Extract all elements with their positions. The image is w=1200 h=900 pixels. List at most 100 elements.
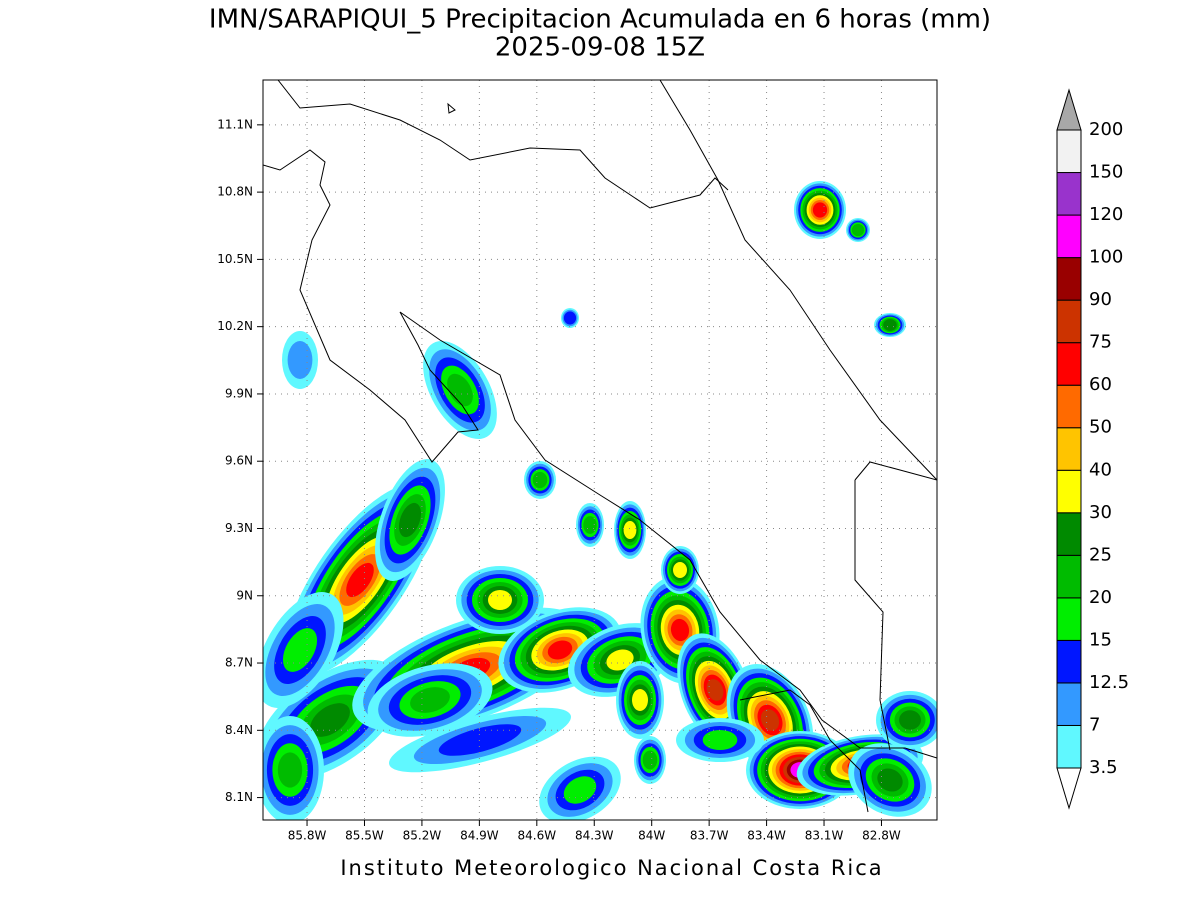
x-tick-label: 84W — [638, 829, 665, 843]
colorbar-label: 15 — [1089, 629, 1112, 650]
rain-contour — [287, 341, 313, 379]
rain-contour — [438, 724, 522, 756]
colorbar-box — [1056, 554, 1082, 599]
coastline — [263, 149, 937, 759]
colorbar-box — [1056, 469, 1082, 514]
y-tick-label: 10.5N — [217, 252, 253, 266]
rain-contour — [547, 640, 573, 660]
colorbar-box — [1056, 639, 1082, 684]
rain-contour — [623, 521, 637, 539]
rain-contour — [760, 709, 780, 731]
rain-contour — [410, 687, 450, 713]
colorbar-box — [1056, 597, 1082, 641]
rain-contour — [563, 776, 597, 804]
colorbar-label: 200 — [1089, 119, 1123, 140]
rain-contour — [877, 768, 903, 792]
colorbar-box — [1056, 384, 1082, 429]
y-tick-label: 8.7N — [225, 656, 253, 670]
colorbar-label: 12.5 — [1089, 672, 1129, 693]
colorbar-label: 150 — [1089, 162, 1123, 183]
rain-contour — [346, 562, 374, 598]
colorbar-label: 40 — [1089, 459, 1112, 480]
rain-contour — [398, 502, 422, 538]
y-tick-label: 9.3N — [225, 521, 253, 535]
colorbar-label: 75 — [1089, 332, 1112, 353]
coastline — [659, 80, 937, 481]
colorbar-label: 30 — [1089, 502, 1112, 523]
colorbar-box — [1056, 299, 1082, 344]
rain-contour — [883, 319, 897, 331]
y-tick-label: 8.4N — [225, 723, 253, 737]
y-tick-label: 9N — [236, 588, 253, 602]
x-tick-label: 83.4W — [747, 829, 786, 843]
x-tick-label: 83.7W — [690, 829, 729, 843]
colorbar-label: 20 — [1089, 587, 1112, 608]
colorbar-label: 50 — [1089, 417, 1112, 438]
rain-contour — [606, 649, 634, 671]
colorbar-label: 25 — [1089, 544, 1112, 565]
colorbar-label: 100 — [1089, 247, 1123, 268]
colorbar-label: 3.5 — [1089, 757, 1118, 778]
x-tick-label: 85.5W — [345, 829, 384, 843]
colorbar-box — [1056, 682, 1082, 726]
x-tick-label: 84.6W — [518, 829, 557, 843]
colorbar-box — [1056, 129, 1082, 174]
rain-contour — [310, 703, 350, 737]
y-tick-label: 10.2N — [217, 319, 253, 333]
colorbar-under — [1056, 767, 1082, 810]
rain-contour — [277, 752, 303, 788]
rain-contour — [632, 689, 648, 711]
x-tick-label: 84.3W — [575, 829, 614, 843]
x-tick-label: 85.8W — [288, 829, 327, 843]
rain-contour — [670, 618, 690, 642]
colorbar-label: 60 — [1089, 374, 1112, 395]
colorbar-box — [1056, 427, 1082, 471]
rain-contour — [899, 710, 921, 730]
y-tick-label: 9.9N — [225, 386, 253, 400]
colorbar-over — [1056, 88, 1082, 131]
border — [854, 461, 937, 481]
colorbar-box — [1056, 172, 1082, 216]
rain-contour — [706, 679, 724, 701]
rain-contour — [447, 373, 473, 407]
rain-contour — [702, 730, 738, 750]
colorbar: 3.5 7 12.5 15 20 25 30 40 50 60 75 90 100 120 150 200 — [1056, 88, 1129, 810]
island — [447, 102, 456, 114]
colorbar-box — [1056, 257, 1082, 301]
y-tick-label: 11.1N — [217, 117, 253, 131]
rain-contour — [851, 223, 865, 237]
rain-contour — [532, 471, 548, 489]
grid: 85.8W 85.5W 85.2W 84.9W 84.6W 84.3W 84W 83.7W 83… — [217, 80, 937, 843]
colorbar-label: 90 — [1089, 289, 1112, 310]
rain-contour — [488, 590, 512, 610]
colorbar-box — [1056, 724, 1082, 769]
coastline — [277, 80, 729, 209]
x-tick-label: 85.2W — [403, 829, 442, 843]
border — [739, 689, 869, 813]
colorbar-box — [1056, 512, 1082, 556]
colorbar-label: 7 — [1089, 714, 1100, 735]
title: IMN/SARAPIQUI_5 Precipitacion Acumulada … — [209, 5, 991, 35]
rain-contour — [282, 628, 318, 672]
y-tick-label: 8.1N — [225, 790, 253, 804]
rain-contour — [642, 750, 658, 770]
y-tick-label: 10.8N — [217, 185, 253, 199]
coastlines — [263, 80, 937, 813]
y-tick-label: 9.6N — [225, 454, 253, 468]
precipitation — [263, 181, 937, 820]
subtitle: 2025-09-08 15Z — [495, 33, 705, 63]
rain-contour — [812, 202, 828, 218]
border — [854, 480, 891, 751]
x-tick-label: 84.9W — [460, 829, 499, 843]
colorbar-box — [1056, 214, 1082, 259]
x-tick-label: 82.8W — [862, 829, 901, 843]
footer: Instituto Meteorologico Nacional Costa R… — [340, 856, 883, 880]
colorbar-label: 120 — [1089, 204, 1123, 225]
rain-contour — [563, 311, 577, 325]
rain-contour — [583, 516, 597, 534]
map-frame — [262, 79, 938, 821]
colorbar-box — [1056, 342, 1082, 386]
x-tick-label: 83.1W — [805, 829, 844, 843]
